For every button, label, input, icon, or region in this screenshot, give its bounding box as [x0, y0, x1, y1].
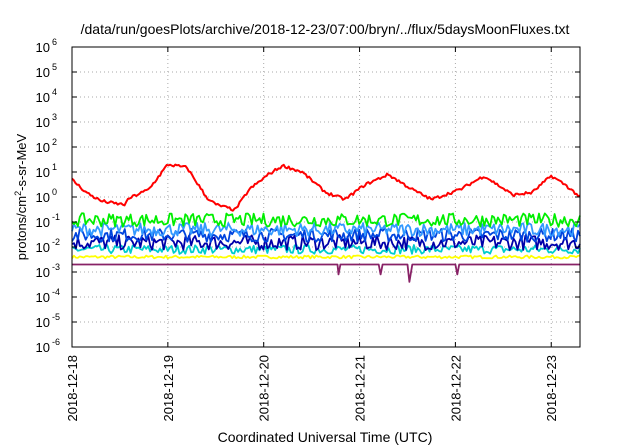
y-tick-label: 10	[36, 340, 50, 355]
y-tick-exponent: 4	[52, 87, 57, 97]
x-tick-label: 2018-12-19	[161, 355, 176, 422]
y-axis-ticks: 10 -610 -510 -410 -310 -210 -110 010 110 210 310 41…	[36, 37, 580, 355]
y-tick-label: 10	[36, 240, 50, 255]
y-tick-exponent: 5	[52, 62, 57, 72]
series-line	[71, 163, 581, 212]
y-tick-exponent: 1	[52, 162, 57, 172]
grid	[72, 47, 580, 347]
y-tick-label: 10	[36, 40, 50, 55]
y-tick-exponent: 2	[52, 137, 57, 147]
y-axis-label: protons/cm2-s-sr-MeV	[13, 133, 29, 260]
chart-title: /data/run/goesPlots/archive/2018-12-23/0…	[81, 21, 570, 37]
y-tick-label: 10	[36, 290, 50, 305]
x-tick-label: 2018-12-22	[448, 355, 463, 422]
y-tick-label: 10	[36, 165, 50, 180]
x-axis-label: Coordinated Universal Time (UTC)	[218, 429, 433, 445]
x-axis-ticks: 2018-12-18 2018-12-19 2018-12-20 2018-12-21…	[65, 47, 559, 422]
y-tick-exponent: 0	[52, 187, 57, 197]
series-line	[71, 254, 581, 260]
y-tick-label: 10	[36, 115, 50, 130]
series-line	[71, 222, 581, 238]
y-tick-exponent: -3	[52, 262, 60, 272]
x-tick-label: 2018-12-21	[353, 355, 368, 422]
y-tick-label: 10	[36, 65, 50, 80]
y-tick-exponent: -4	[52, 287, 60, 297]
series-line	[71, 234, 581, 251]
y-tick-exponent: 6	[52, 37, 57, 47]
y-tick-exponent: -1	[52, 212, 60, 222]
y-tick-label: 10	[36, 190, 50, 205]
y-tick-exponent: -5	[52, 312, 60, 322]
x-tick-label: 2018-12-20	[257, 355, 272, 422]
y-tick-exponent: -2	[52, 237, 60, 247]
y-tick-label: 10	[36, 215, 50, 230]
y-tick-exponent: -6	[52, 337, 60, 347]
x-tick-label: 2018-12-23	[544, 355, 559, 422]
y-tick-label: 10	[36, 140, 50, 155]
series-line	[71, 212, 581, 228]
series-group	[71, 163, 581, 283]
y-tick-label: 10	[36, 315, 50, 330]
y-tick-label: 10	[36, 265, 50, 280]
y-tick-label: 10	[36, 90, 50, 105]
x-tick-label: 2018-12-18	[65, 355, 80, 422]
y-tick-exponent: 3	[52, 112, 57, 122]
series-line	[72, 263, 580, 283]
